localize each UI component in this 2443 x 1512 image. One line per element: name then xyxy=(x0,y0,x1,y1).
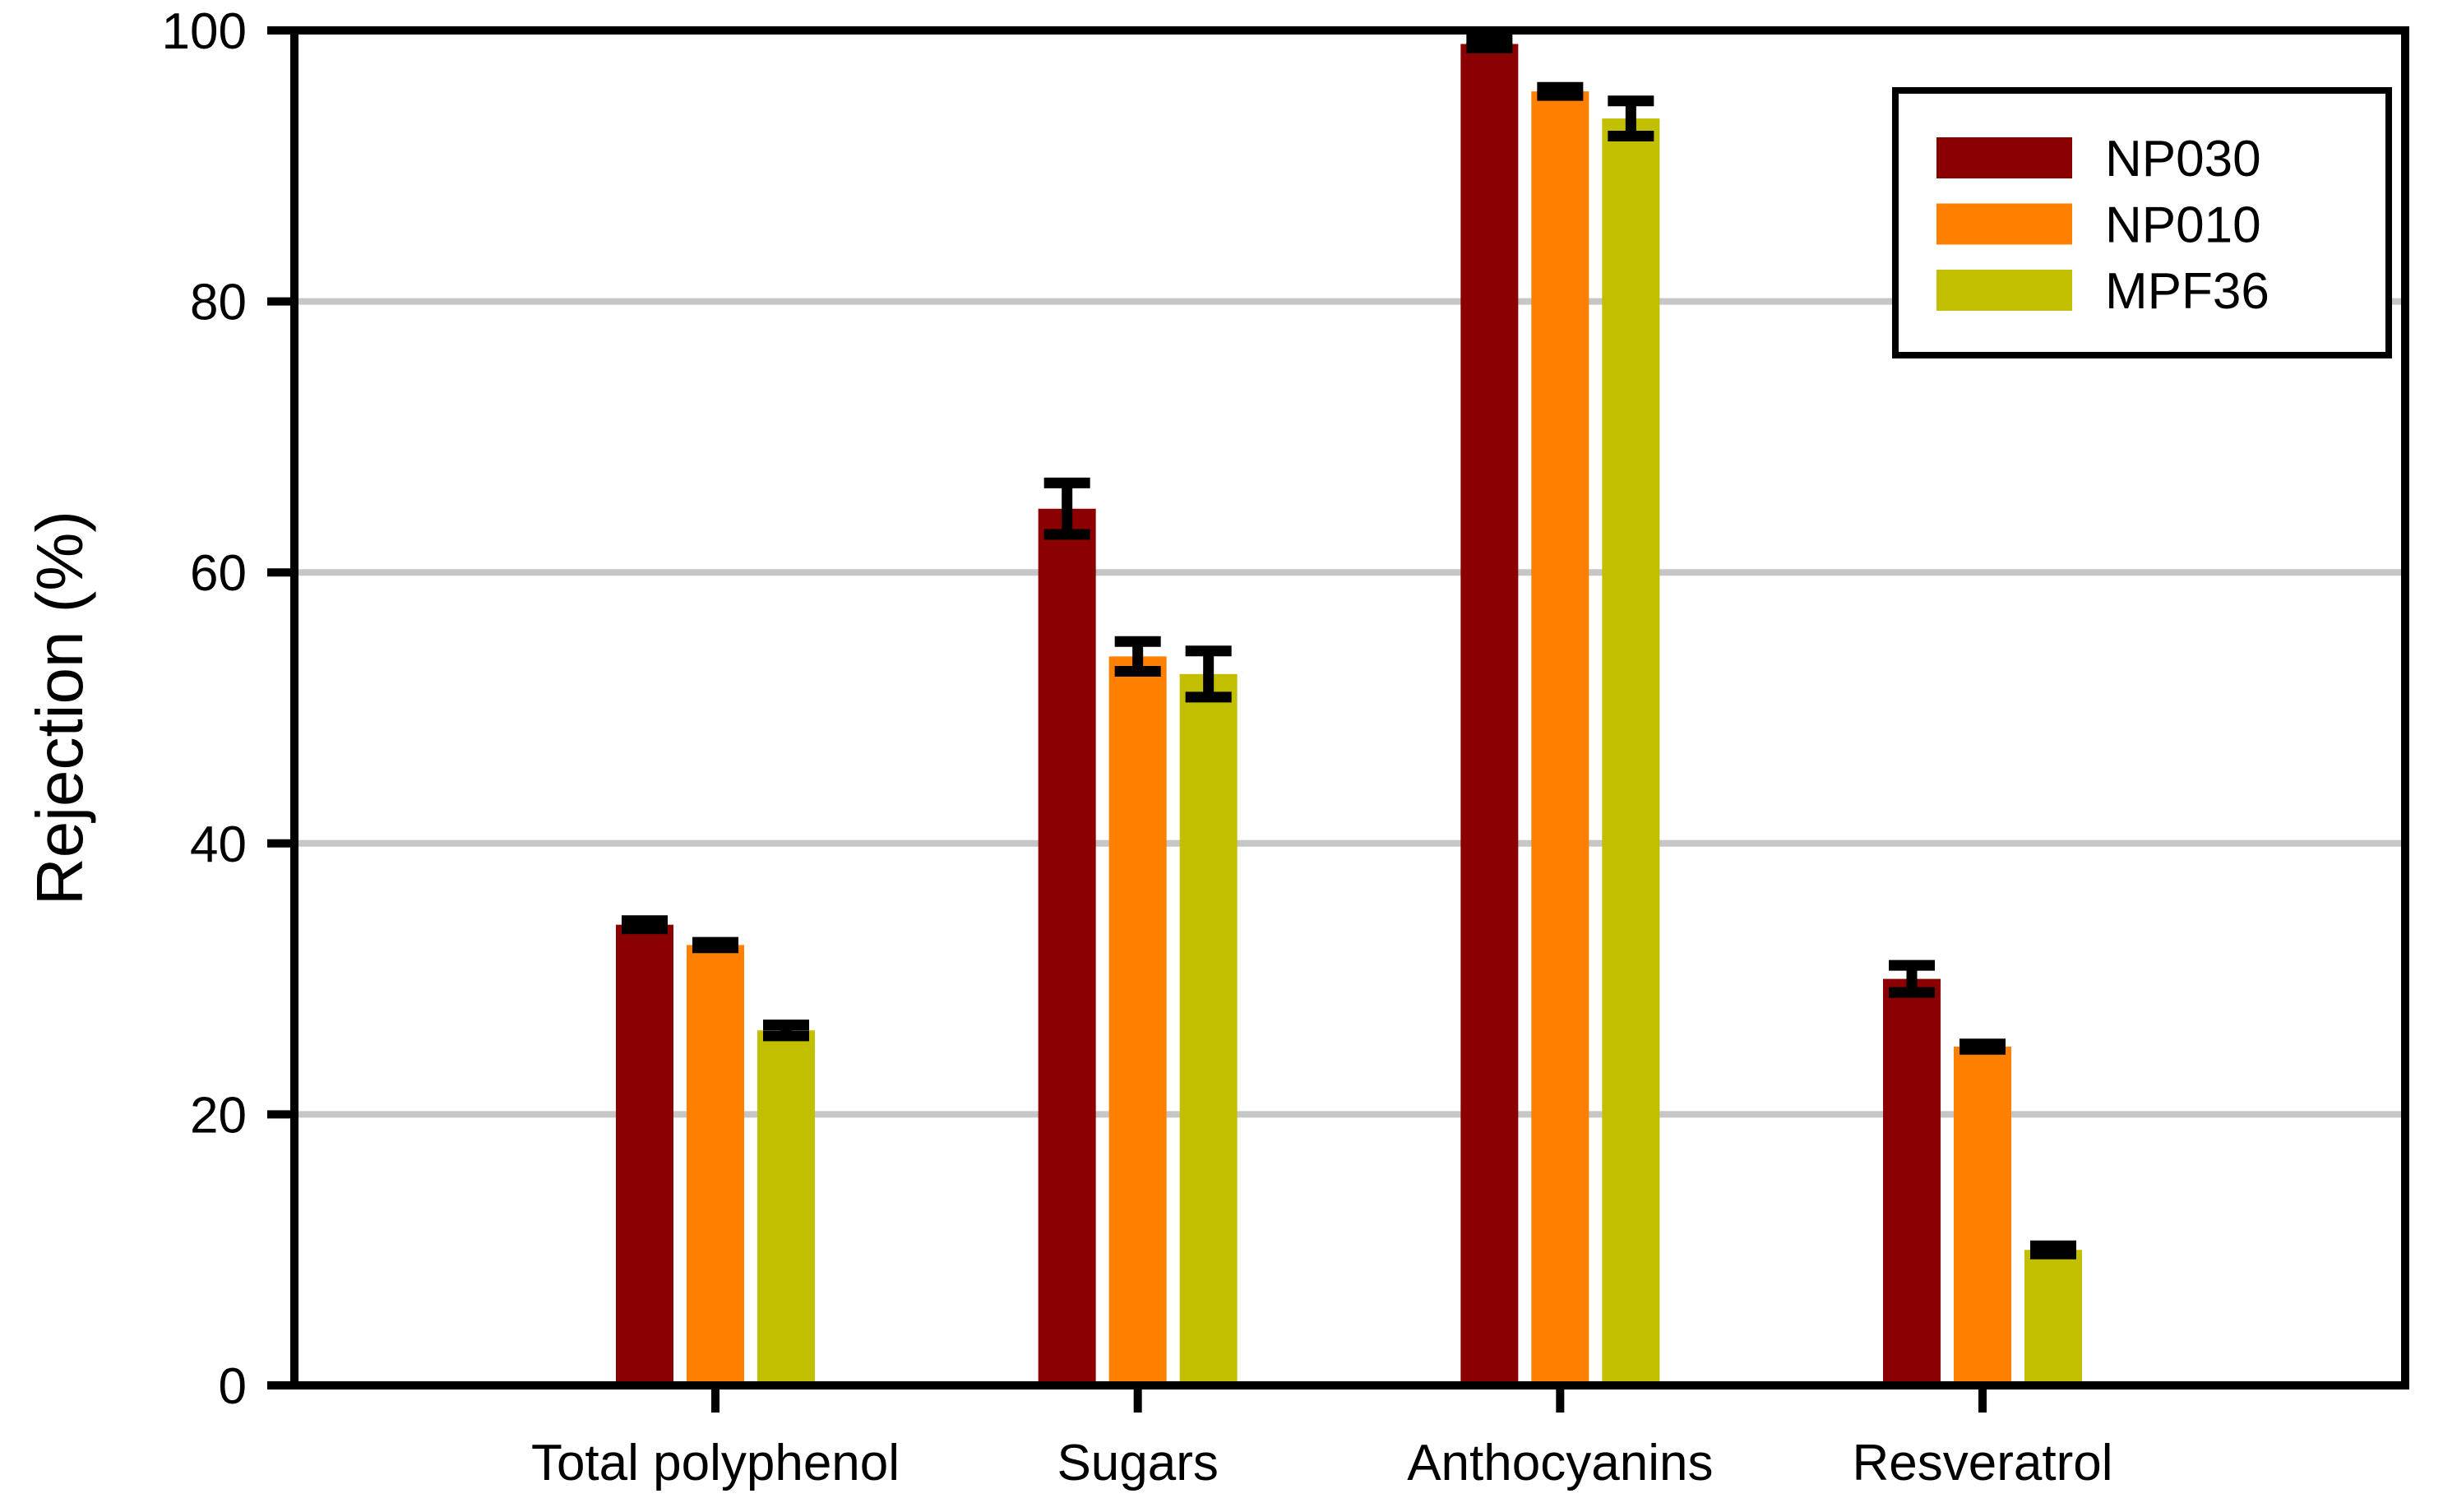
y-tick-label-60: 60 xyxy=(190,545,247,602)
y-tick-label-0: 0 xyxy=(219,1358,247,1415)
bar-NP010-0 xyxy=(687,945,744,1385)
x-category-label-0: Total polyphenol xyxy=(531,1435,900,1491)
legend-label-NP030: NP030 xyxy=(2105,131,2261,187)
plot-frame xyxy=(290,26,2409,1389)
x-category-label-1: Sugars xyxy=(1057,1435,1218,1491)
bar-MPF36-1 xyxy=(1179,673,1238,1385)
legend-label-MPF36: MPF36 xyxy=(2105,263,2269,320)
tick-labels-layer: 0 20 40 60 80 100 Total polyphenol Sugars Anthoc… xyxy=(162,3,2113,1491)
x-category-label-2: Anthocyanins xyxy=(1407,1435,1713,1491)
axes-frame-layer xyxy=(290,26,2409,1389)
legend-swatch-NP010 xyxy=(1936,203,2072,245)
y-tick-label-100: 100 xyxy=(162,3,247,60)
bar-MPF36-0 xyxy=(757,1030,815,1385)
ticks-layer xyxy=(267,26,1987,1413)
x-category-label-3: Resveratrol xyxy=(1853,1435,2113,1491)
legend-label-NP010: NP010 xyxy=(2105,197,2261,254)
bar-NP030-1 xyxy=(1038,508,1096,1385)
bar-NP010-3 xyxy=(1954,1047,2012,1385)
bar-NP030-3 xyxy=(1883,978,1941,1385)
bar-NP010-2 xyxy=(1531,91,1589,1385)
legend-swatch-NP030 xyxy=(1936,137,2072,178)
bar-NP030-2 xyxy=(1460,44,1519,1386)
y-tick-label-80: 80 xyxy=(190,275,247,331)
legend-swatch-MPF36 xyxy=(1936,270,2072,311)
bar-NP030-0 xyxy=(616,924,673,1385)
y-tick-label-20: 20 xyxy=(190,1087,247,1144)
bars-layer xyxy=(616,44,2083,1386)
bar-NP010-1 xyxy=(1108,656,1167,1385)
y-tick-label-40: 40 xyxy=(190,816,247,873)
error-bars-layer xyxy=(622,35,2077,1260)
bar-MPF36-2 xyxy=(1602,118,1660,1385)
legend: NP030 NP010 MPF36 xyxy=(1892,87,2392,358)
bar-MPF36-3 xyxy=(2024,1250,2083,1385)
y-axis-title: Rejection (%) xyxy=(23,511,96,905)
